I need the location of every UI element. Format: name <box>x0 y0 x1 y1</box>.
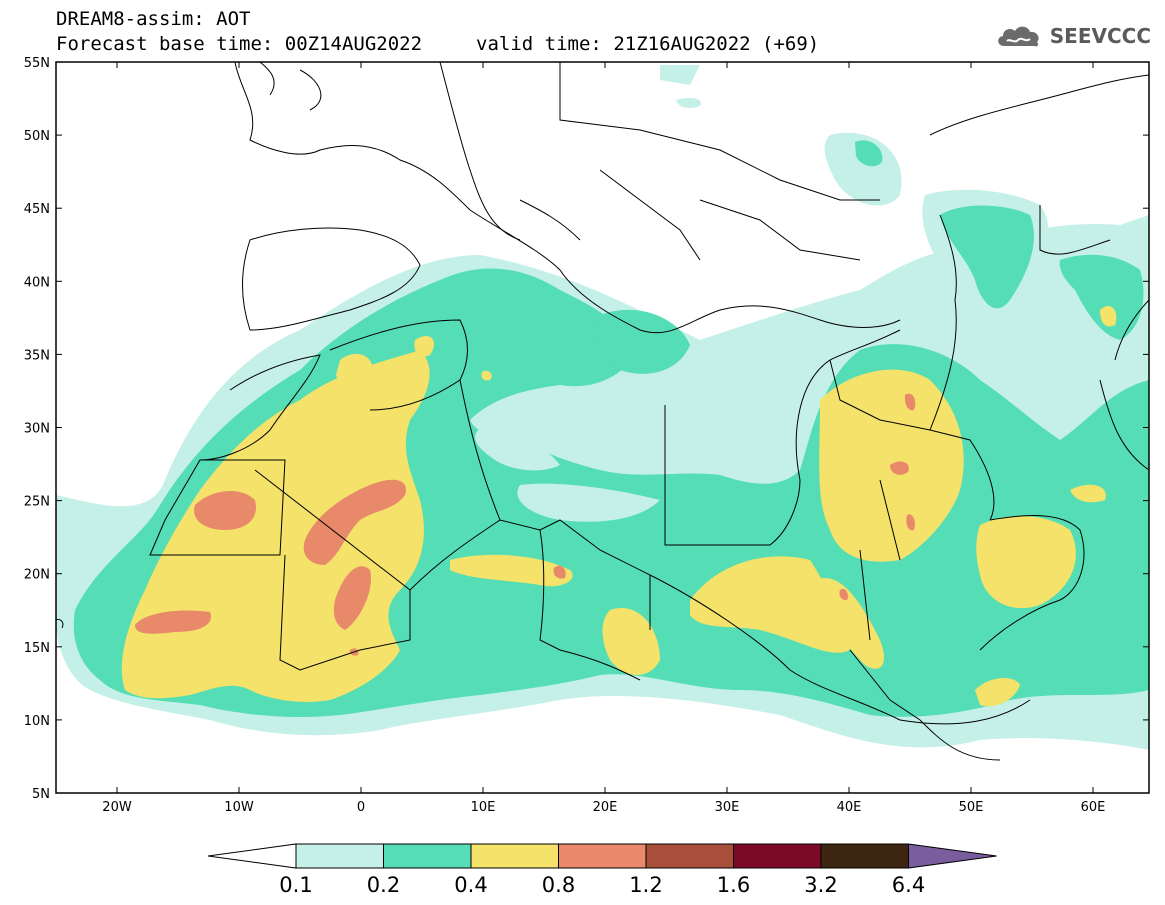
colorbar-bin <box>295 843 384 869</box>
colorbar-label: 6.4 <box>892 873 925 897</box>
colorbar-label: 3.2 <box>804 873 837 897</box>
colorbar-over-arrow <box>908 843 997 869</box>
colorbar-bin <box>470 843 559 869</box>
colorbar-bin <box>733 843 822 869</box>
colorbar-label: 1.6 <box>717 873 750 897</box>
lon-label: 60E <box>1081 800 1106 815</box>
lat-label: 5N <box>32 787 50 802</box>
lon-label: 20E <box>593 800 618 815</box>
lon-label: 10E <box>471 800 496 815</box>
colorbar-label: 0.1 <box>279 873 312 897</box>
lat-label: 20N <box>24 568 50 583</box>
lat-label: 25N <box>24 495 50 510</box>
colorbar-bin <box>558 843 647 869</box>
colorbar-bin <box>820 843 909 869</box>
colorbar: 0.1 0.2 0.4 0.8 1.2 1.6 3.2 6.4 <box>207 843 997 897</box>
colorbar-label: 0.4 <box>454 873 487 897</box>
longitude-axis: 20W 10W 0 10E 20E 30E 40E 50E 60E <box>102 62 1105 815</box>
lon-label: 10W <box>224 800 254 815</box>
latitude-axis: 55N 50N 45N 40N 35N 30N 25N 20N 15N 10N 5N <box>24 56 1149 802</box>
lon-label: 40E <box>837 800 862 815</box>
lat-label: 35N <box>24 348 50 363</box>
lat-label: 30N <box>24 422 50 437</box>
country-borders <box>56 62 1149 761</box>
lon-label: 30E <box>715 800 740 815</box>
colorbar-under-arrow <box>207 843 297 869</box>
lat-label: 45N <box>24 202 50 217</box>
aot-band-0.8 <box>135 393 916 656</box>
lat-label: 10N <box>24 714 50 729</box>
lon-label: 50E <box>959 800 984 815</box>
lon-label: 20W <box>102 800 132 815</box>
lat-label: 40N <box>24 275 50 290</box>
lat-label: 50N <box>24 129 50 144</box>
colorbar-label: 0.8 <box>542 873 575 897</box>
base-time: Forecast base time: 00Z14AUG2022 <box>56 33 423 55</box>
lat-label: 15N <box>24 641 50 656</box>
lat-label: 55N <box>24 56 50 71</box>
colorbar-bin <box>383 843 472 869</box>
colorbar-bin <box>645 843 734 869</box>
aot-contours <box>56 62 1149 793</box>
colorbar-label: 0.2 <box>367 873 400 897</box>
lon-label: 0 <box>357 800 365 815</box>
colorbar-label: 1.2 <box>629 873 662 897</box>
chart-title: DREAM8-assim: AOT <box>56 8 251 30</box>
logo-text: SEEVCCC <box>1049 24 1151 48</box>
time-info: Forecast base time: 00Z14AUG2022 valid ti… <box>56 33 819 55</box>
seevccc-logo: SEEVCCC <box>994 22 1151 50</box>
valid-time: valid time: 21Z16AUG2022 (+69) <box>476 33 820 55</box>
cloud-logo-icon <box>997 26 1039 47</box>
